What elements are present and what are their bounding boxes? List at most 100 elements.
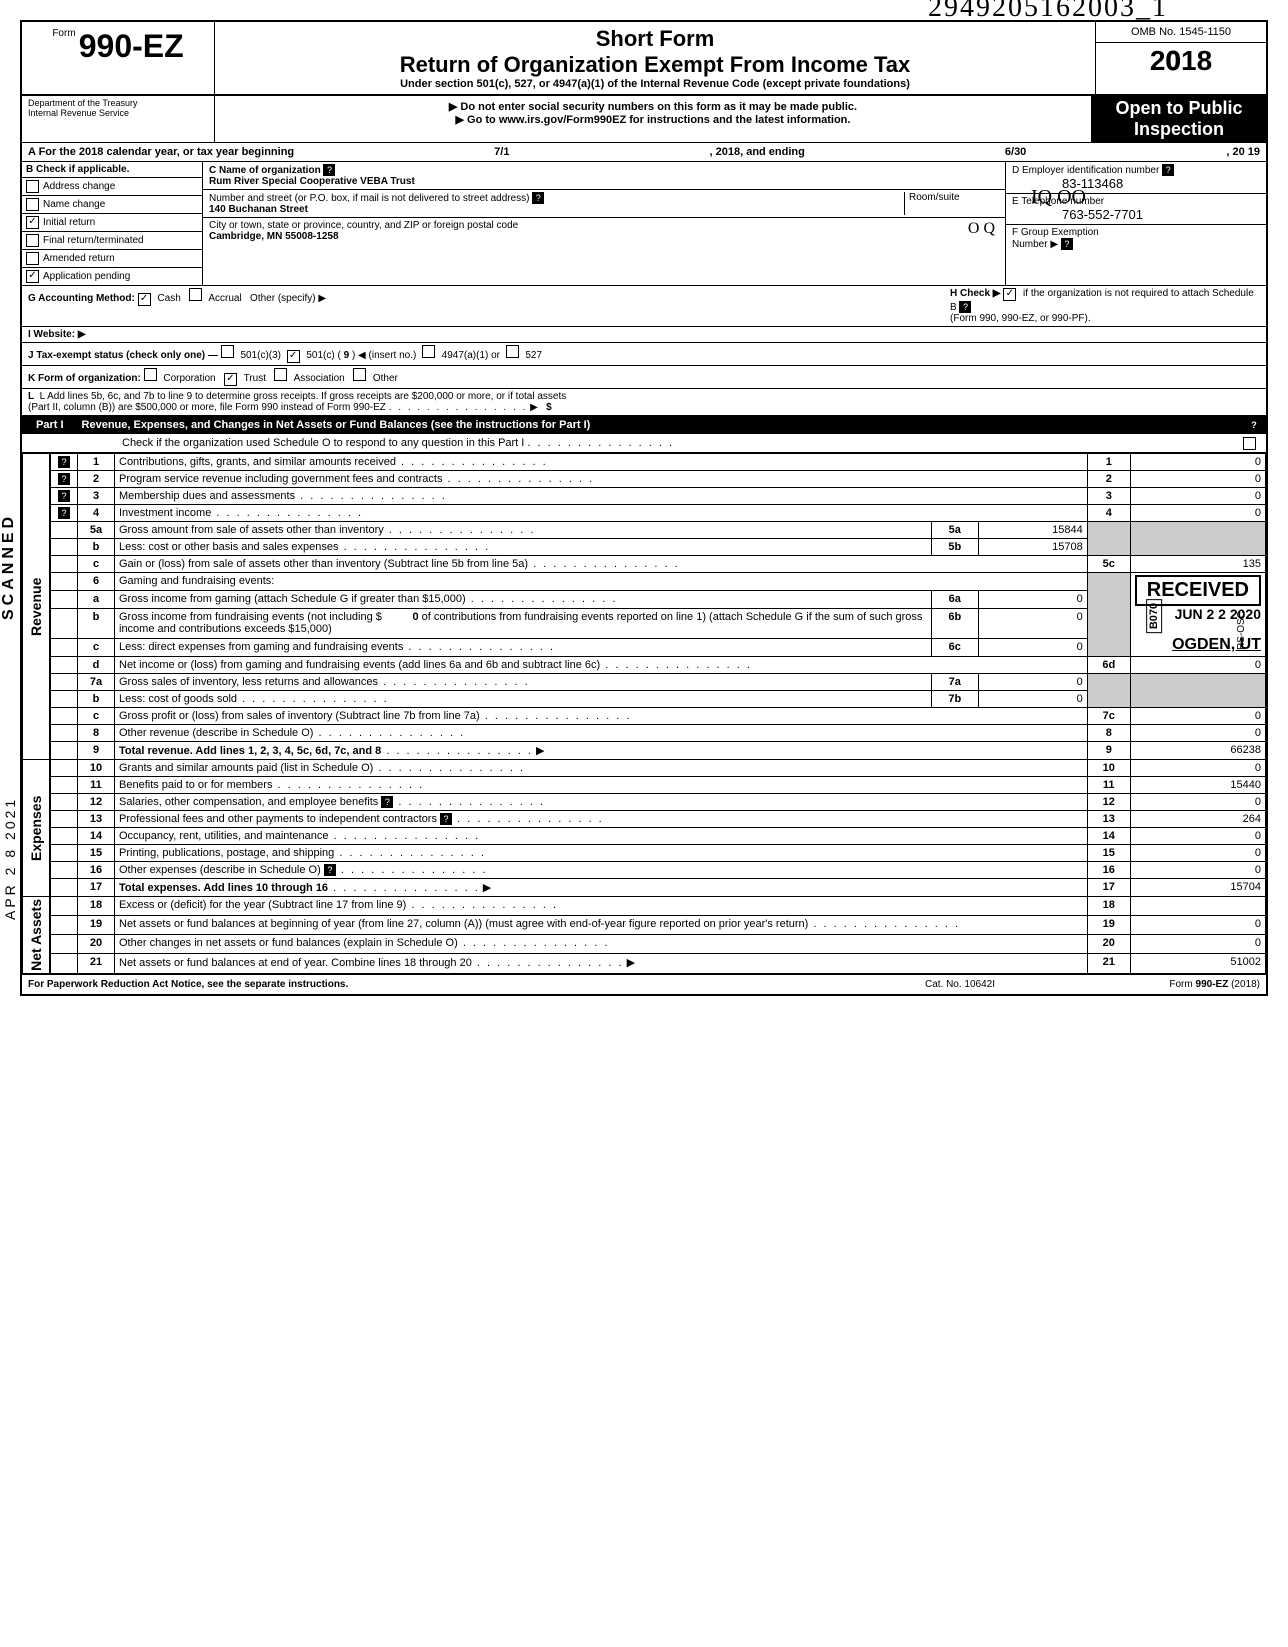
- table-row: 20 Other changes in net assets or fund b…: [23, 934, 1266, 953]
- title-cell: Short Form Return of Organization Exempt…: [215, 22, 1095, 94]
- line-7c-desc: Gross profit or (loss) from sales of inv…: [119, 710, 480, 722]
- help-icon[interactable]: ?: [58, 473, 70, 485]
- help-icon[interactable]: ?: [58, 507, 70, 519]
- line-14-rval: 0: [1130, 828, 1265, 845]
- line-10-num: 10: [78, 760, 115, 777]
- handwritten-oq: O Q: [968, 220, 995, 238]
- cb-amended-return[interactable]: Amended return: [22, 250, 202, 268]
- cb-527[interactable]: [506, 345, 519, 358]
- l-dollar: $: [546, 402, 552, 413]
- line-5b-mval: 15708: [978, 539, 1087, 556]
- line-7b-mval: 0: [978, 691, 1087, 708]
- line-7b-mnum: 7b: [931, 691, 978, 708]
- received-date: JUN 2 2 2020: [1175, 606, 1261, 622]
- form-year: 2018: [1096, 43, 1266, 79]
- opt-501c: 501(c) (: [306, 350, 340, 361]
- help-icon[interactable]: ?: [959, 301, 971, 313]
- line-13-desc: Professional fees and other payments to …: [119, 813, 437, 825]
- line-6a-desc: Gross income from gaming (attach Schedul…: [119, 593, 466, 605]
- help-icon[interactable]: ?: [440, 813, 452, 825]
- line-4-rnum: 4: [1087, 505, 1130, 522]
- line-15-num: 15: [78, 845, 115, 862]
- line-9-rval: 66238: [1130, 742, 1265, 760]
- phone-value: 763-552-7701: [1012, 207, 1143, 222]
- line-7a-num: 7a: [78, 674, 115, 691]
- cb-association[interactable]: [274, 368, 287, 381]
- form-990ez: Form 990-EZ Short Form Return of Organiz…: [20, 20, 1268, 996]
- lines-table: Revenue ? 1 Contributions, gifts, grants…: [22, 453, 1266, 974]
- cb-schedule-b[interactable]: ✓: [1003, 288, 1016, 301]
- dept-treasury: Department of the Treasury: [28, 98, 208, 108]
- cb-accrual[interactable]: [189, 288, 202, 301]
- part1-label: Part I: [28, 419, 72, 431]
- cb-name-change[interactable]: Name change: [22, 196, 202, 214]
- rs-osc-label: RS-OSC: [1236, 611, 1247, 650]
- help-icon[interactable]: ?: [58, 456, 70, 468]
- help-icon[interactable]: ?: [1248, 419, 1260, 431]
- l-text1: L Add lines 5b, 6c, and 7b to line 9 to …: [40, 391, 567, 402]
- line-5c-rnum: 5c: [1087, 556, 1130, 573]
- line-14-rnum: 14: [1087, 828, 1130, 845]
- line-l: L L Add lines 5b, 6c, and 7b to line 9 t…: [22, 389, 1266, 416]
- line-12-rnum: 12: [1087, 794, 1130, 811]
- help-icon[interactable]: ?: [1162, 164, 1174, 176]
- ssn-warning: ▶ Do not enter social security numbers o…: [219, 100, 1087, 113]
- cb-4947[interactable]: [422, 345, 435, 358]
- help-icon[interactable]: ?: [1061, 238, 1073, 250]
- cb-cash[interactable]: ✓: [138, 293, 151, 306]
- line-a-suffix: , 20 19: [1226, 146, 1260, 158]
- accrual-label: Accrual: [208, 293, 241, 304]
- help-icon[interactable]: ?: [58, 490, 70, 502]
- line-20-num: 20: [78, 934, 115, 953]
- line-7c-rnum: 7c: [1087, 708, 1130, 725]
- cb-other[interactable]: [353, 368, 366, 381]
- cb-corporation[interactable]: [144, 368, 157, 381]
- line-2-desc: Program service revenue including govern…: [119, 473, 442, 485]
- opt-501c3: 501(c)(3): [240, 350, 281, 361]
- addr-value: 140 Buchanan Street: [209, 204, 308, 215]
- schedule-o-row: Check if the organization used Schedule …: [22, 434, 1266, 453]
- scanned-stamp-vertical: SCANNED: [0, 513, 18, 620]
- line-2-num: 2: [78, 471, 115, 488]
- line-8-rnum: 8: [1087, 725, 1130, 742]
- section-b-through-f: B Check if applicable. Address change Na…: [22, 162, 1266, 286]
- l-text2: (Part II, column (B)) are $500,000 or mo…: [28, 402, 386, 413]
- addr-label: Number and street (or P.O. box, if mail …: [209, 193, 530, 204]
- cb-address-change-label: Address change: [43, 181, 115, 192]
- cb-initial-return[interactable]: ✓Initial return: [22, 214, 202, 232]
- line-18-num: 18: [78, 897, 115, 916]
- cb-final-return[interactable]: Final return/terminated: [22, 232, 202, 250]
- trust-label: Trust: [244, 373, 266, 384]
- cb-501c[interactable]: ✓: [287, 350, 300, 363]
- help-icon[interactable]: ?: [381, 796, 393, 808]
- line-13-num: 13: [78, 811, 115, 828]
- line-6c-num: c: [78, 639, 115, 657]
- line-1-desc: Contributions, gifts, grants, and simila…: [119, 456, 396, 468]
- insert-no: 9: [344, 350, 350, 361]
- cb-name-change-label: Name change: [43, 199, 105, 210]
- assoc-label: Association: [294, 373, 345, 384]
- help-icon[interactable]: ?: [532, 192, 544, 204]
- cb-501c3[interactable]: [221, 345, 234, 358]
- cb-trust[interactable]: ✓: [224, 373, 237, 386]
- line-5b-desc: Less: cost or other basis and sales expe…: [119, 541, 339, 553]
- line-5a-desc: Gross amount from sale of assets other t…: [119, 524, 384, 536]
- cb-application-pending[interactable]: ✓Application pending: [22, 268, 202, 285]
- help-icon[interactable]: ?: [323, 164, 335, 176]
- line-20-rnum: 20: [1087, 934, 1130, 953]
- help-icon[interactable]: ?: [324, 864, 336, 876]
- table-row: ? 4 Investment income 4 0: [23, 505, 1266, 522]
- cb-schedule-o[interactable]: [1243, 437, 1256, 450]
- line-6-desc: Gaming and fundraising events:: [119, 575, 274, 587]
- line-21-rval: 51002: [1130, 953, 1265, 973]
- other-specify: Other (specify) ▶: [250, 293, 326, 304]
- line-5a-num: 5a: [78, 522, 115, 539]
- table-row: 13 Professional fees and other payments …: [23, 811, 1266, 828]
- table-row: 16 Other expenses (describe in Schedule …: [23, 862, 1266, 879]
- cb-address-change[interactable]: Address change: [22, 178, 202, 196]
- inspection-label: Inspection: [1094, 119, 1264, 140]
- table-row: b Gross income from fundraising events (…: [23, 608, 1266, 638]
- h-suffix: (Form 990, 990-EZ, or 990-PF).: [950, 313, 1091, 324]
- line-6d-rval: 0: [1130, 657, 1265, 674]
- apr-date-vertical: APR 2 8 2021: [2, 797, 18, 920]
